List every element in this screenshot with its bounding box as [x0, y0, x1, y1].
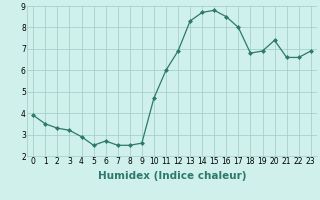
X-axis label: Humidex (Indice chaleur): Humidex (Indice chaleur)	[98, 171, 246, 181]
